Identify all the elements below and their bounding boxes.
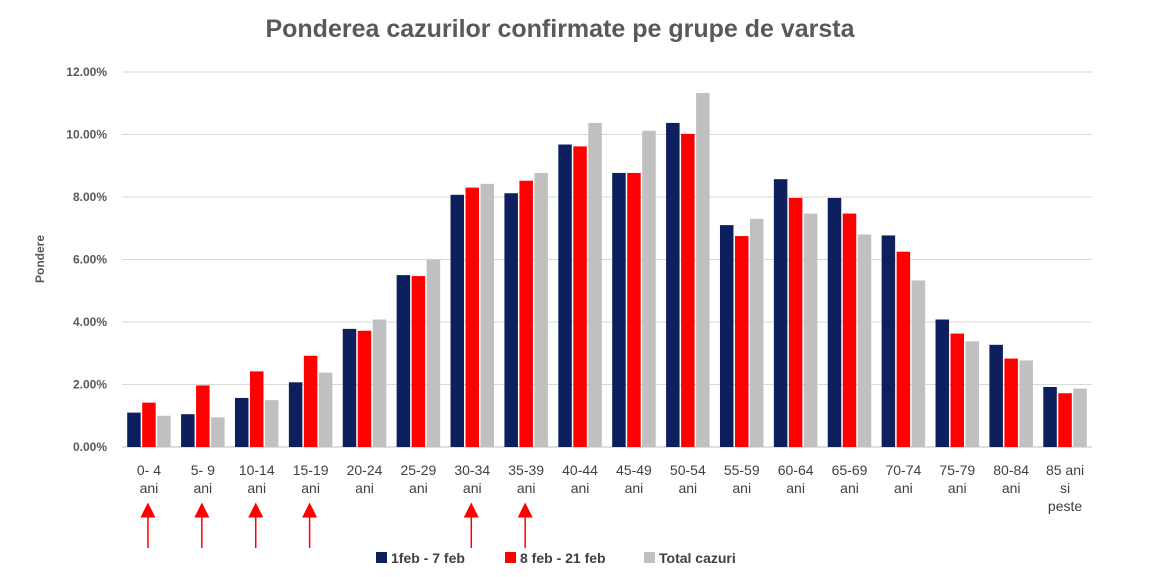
legend-swatch — [505, 552, 516, 563]
x-tick-label: 30-34 ani — [454, 462, 490, 496]
bar — [681, 133, 695, 447]
bar — [342, 328, 357, 447]
bar — [896, 251, 911, 447]
bar — [372, 319, 387, 447]
x-tick-label: 25-29 ani — [400, 462, 436, 496]
bar — [788, 197, 803, 447]
bar — [911, 280, 926, 447]
bar — [842, 213, 857, 447]
y-tick-label: 12.00% — [66, 65, 107, 79]
bar — [157, 415, 171, 447]
bar — [642, 130, 656, 447]
bar — [965, 341, 980, 447]
x-tick-label: 85 ani si peste — [1046, 462, 1084, 514]
bar — [426, 259, 441, 447]
chart-title: Ponderea cazurilor confirmate pe grupe d… — [265, 15, 855, 43]
bar — [1073, 388, 1087, 447]
legend-label: 8 feb - 21 feb — [520, 550, 606, 566]
bar — [666, 122, 680, 447]
bar — [749, 218, 764, 447]
x-tick-label: 0- 4 ani — [137, 462, 161, 496]
y-tick-label: 0.00% — [73, 440, 107, 454]
bar — [696, 92, 710, 447]
bar — [989, 344, 1003, 447]
x-tick-label: 70-74 ani — [885, 462, 921, 496]
bar — [573, 146, 587, 447]
bar — [827, 197, 842, 447]
bar — [127, 412, 141, 447]
y-tick-label: 4.00% — [73, 315, 107, 329]
x-tick-label: 50-54 ani — [670, 462, 706, 496]
y-tick-label: 6.00% — [73, 253, 107, 267]
y-tick-label: 8.00% — [73, 190, 107, 204]
x-tick-label: 60-64 ani — [778, 462, 814, 496]
arrow-annotations — [140, 502, 533, 548]
bar — [504, 193, 518, 447]
bar — [264, 400, 279, 447]
bar — [803, 213, 818, 447]
x-tick-label: 55-59 ani — [724, 462, 760, 496]
bar — [480, 183, 495, 447]
bar — [450, 194, 465, 447]
bar — [1043, 387, 1057, 447]
y-axis-ticks: 0.00% 2.00% 4.00% 6.00% 8.00% 10.00% 12.00% — [66, 65, 107, 454]
bar — [950, 333, 965, 447]
bar — [612, 172, 626, 447]
x-tick-label: 65-69 ani — [832, 462, 868, 496]
bar — [558, 144, 572, 447]
bars — [127, 92, 1087, 447]
bar — [627, 172, 641, 447]
bar — [935, 319, 950, 447]
y-tick-label: 2.00% — [73, 378, 107, 392]
bar — [1058, 393, 1072, 447]
bar — [318, 372, 333, 447]
x-tick-label: 80-84 ani — [993, 462, 1029, 496]
legend: 1feb - 7 feb 8 feb - 21 feb Total cazuri — [376, 550, 736, 566]
bar — [288, 382, 303, 447]
x-tick-label: 10-14 ani — [239, 462, 275, 496]
x-tick-label: 15-19 ani — [293, 462, 329, 496]
bar — [588, 122, 602, 447]
x-tick-label: 75-79 ani — [939, 462, 975, 496]
bar — [249, 371, 264, 447]
x-tick-label: 5- 9 ani — [191, 462, 215, 496]
x-tick-label: 45-49 ani — [616, 462, 652, 496]
bar — [465, 187, 480, 447]
bar — [534, 172, 548, 447]
bar — [881, 235, 896, 447]
x-tick-label: 35-39 ani — [508, 462, 544, 496]
bar — [211, 417, 225, 447]
bar — [357, 330, 372, 447]
y-tick-label: 10.00% — [66, 128, 107, 142]
x-tick-label: 40-44 ani — [562, 462, 598, 496]
y-axis-label: Pondere — [33, 235, 47, 283]
bar — [396, 275, 411, 447]
bar — [1004, 358, 1018, 447]
legend-label: 1feb - 7 feb — [391, 550, 465, 566]
bar — [719, 225, 734, 447]
bar — [234, 397, 249, 447]
gridlines — [122, 71, 1092, 448]
x-tick-label: 20-24 ani — [347, 462, 383, 496]
bar — [857, 234, 872, 447]
bar — [773, 179, 788, 447]
bar — [196, 385, 210, 447]
x-axis: 0- 4 ani 5- 9 ani 10-14 ani 15-19 ani 20-24 ani 25… — [137, 462, 1084, 514]
bar — [411, 276, 426, 447]
bar — [181, 414, 195, 447]
bar — [734, 236, 749, 447]
bar — [142, 402, 156, 447]
bar — [519, 180, 533, 447]
legend-swatch — [376, 552, 387, 563]
bar — [303, 355, 318, 447]
bar — [1019, 360, 1033, 447]
legend-swatch — [644, 552, 655, 563]
legend-label: Total cazuri — [659, 550, 736, 566]
